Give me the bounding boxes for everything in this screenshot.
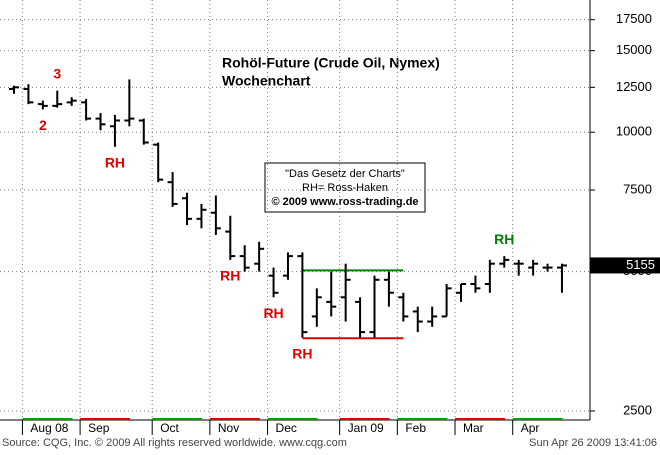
- last-value-box: [590, 257, 660, 274]
- x-tick-label: Apr: [521, 421, 540, 435]
- annotation: 2: [39, 117, 47, 133]
- note-line: RH= Ross-Haken: [302, 182, 388, 194]
- annotation: RH: [494, 231, 514, 247]
- annotation: 3: [53, 65, 61, 81]
- annotation: RH: [263, 305, 283, 321]
- annotation: RH: [220, 268, 240, 284]
- x-tick-label: Jan 09: [348, 421, 384, 435]
- timestamp: Sun Apr 26 2009 13:41:06: [529, 437, 657, 449]
- x-tick-label: Feb: [405, 421, 426, 435]
- x-tick-label: Oct: [160, 421, 179, 435]
- last-value-label: 5155: [626, 257, 655, 272]
- x-tick-label: Mar: [463, 421, 484, 435]
- annotation: RH: [105, 155, 125, 171]
- source: Source: CQG, Inc. © 2009 All rights rese…: [2, 437, 347, 449]
- y-tick-label: 2500: [623, 402, 652, 417]
- note-line: "Das Gesetz der Charts": [285, 168, 405, 180]
- annotation: RH: [292, 345, 312, 361]
- x-tick-label: Nov: [218, 421, 239, 435]
- x-tick-label: Dec: [276, 421, 297, 435]
- chart-subtitle: Wochenchart: [222, 73, 311, 89]
- chart-title: Rohöl-Future (Crude Oil, Nymex): [222, 55, 440, 71]
- y-tick-label: 10000: [616, 124, 652, 139]
- note-box: [264, 162, 426, 213]
- y-tick-label: 15000: [616, 42, 652, 57]
- x-tick-label: Aug 08: [30, 421, 68, 435]
- note-line: © 2009 www.ross-trading.de: [271, 196, 418, 208]
- y-tick-label: 12500: [616, 79, 652, 94]
- x-tick-label: Sep: [88, 421, 110, 435]
- y-tick-label: 17500: [616, 11, 652, 26]
- y-tick-label: 7500: [623, 181, 652, 196]
